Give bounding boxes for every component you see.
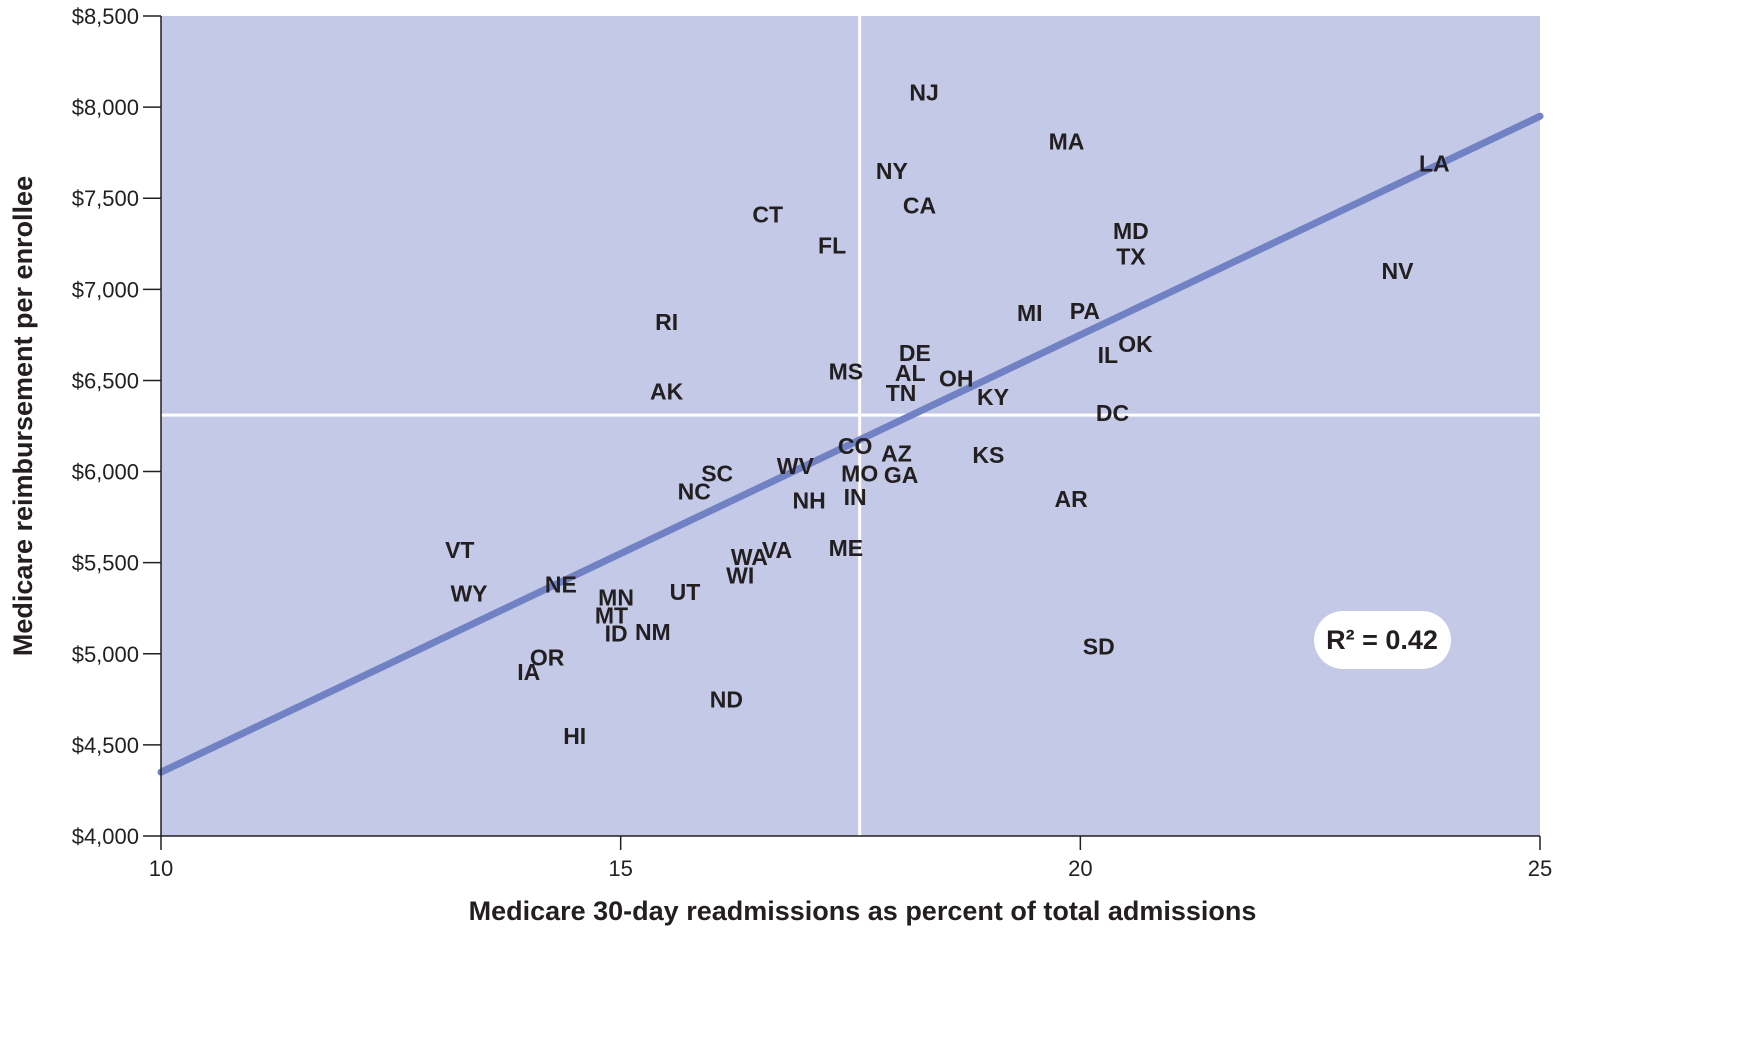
- y-tick-label: $5,000: [72, 642, 139, 667]
- point-label-ct: CT: [752, 202, 783, 228]
- x-tick-label: 15: [608, 856, 632, 881]
- y-tick-label: $7,000: [72, 277, 139, 302]
- point-label-in: IN: [844, 484, 867, 510]
- r-squared-annotation: R² = 0.42: [1314, 611, 1451, 669]
- point-label-wi: WI: [726, 562, 754, 588]
- point-label-nm: NM: [635, 619, 671, 645]
- r-squared-badge: [1314, 611, 1451, 669]
- point-label-de: DE: [899, 340, 931, 366]
- axes: $4,000 $4,500 $5,000 $5,500 $6,000 $6,500 $7,0…: [72, 4, 1553, 881]
- r-squared-label: R² = 0.42: [1326, 625, 1438, 655]
- point-label-dc: DC: [1096, 400, 1129, 426]
- point-label-ri: RI: [655, 309, 678, 335]
- point-label-or: OR: [530, 644, 565, 670]
- point-label-mi: MI: [1017, 300, 1043, 326]
- point-label-mo: MO: [841, 460, 878, 486]
- x-tick-label: 25: [1528, 856, 1552, 881]
- plot-area: [161, 16, 1540, 836]
- point-label-nj: NJ: [909, 80, 938, 106]
- y-tick-label: $5,500: [72, 551, 139, 576]
- point-label-fl: FL: [818, 233, 846, 259]
- point-label-sc: SC: [701, 460, 733, 486]
- x-axis-title: Medicare 30-day readmissions as percent …: [469, 896, 1257, 926]
- y-tick-label: $4,500: [72, 733, 139, 758]
- point-label-nv: NV: [1382, 258, 1415, 284]
- x-tick-label: 10: [149, 856, 173, 881]
- y-tick-label: $6,500: [72, 368, 139, 393]
- point-label-va: VA: [762, 537, 792, 563]
- point-label-ky: KY: [977, 384, 1009, 410]
- trend-line: [157, 112, 1544, 776]
- point-label-me: ME: [829, 535, 864, 561]
- y-tick-label: $6,000: [72, 460, 139, 485]
- point-label-ga: GA: [884, 462, 919, 488]
- point-label-ak: AK: [650, 378, 684, 404]
- point-label-vt: VT: [445, 537, 474, 563]
- point-label-wv: WV: [777, 453, 815, 479]
- point-label-md: MD: [1113, 218, 1149, 244]
- point-label-ks: KS: [972, 442, 1004, 468]
- point-label-ar: AR: [1055, 486, 1089, 512]
- point-label-tx: TX: [1116, 244, 1146, 270]
- point-label-nh: NH: [793, 488, 826, 514]
- point-label-ca: CA: [903, 193, 936, 219]
- point-label-id: ID: [605, 621, 628, 647]
- x-tick-label: 20: [1068, 856, 1092, 881]
- point-label-ms: MS: [829, 358, 864, 384]
- y-tick-label: $7,500: [72, 186, 139, 211]
- point-label-ny: NY: [876, 158, 908, 184]
- data-points: NJ MA LA NY CA CT MD FL TX NV MI PA RI OK DE IL MS AL OH AK…: [445, 80, 1450, 749]
- point-label-la: LA: [1419, 151, 1450, 177]
- point-label-pa: PA: [1070, 298, 1100, 324]
- reference-lines: [161, 16, 1540, 836]
- y-tick-label: $8,000: [72, 95, 139, 120]
- point-label-ne: NE: [545, 572, 577, 598]
- point-label-nd: ND: [710, 686, 743, 712]
- point-label-ma: MA: [1049, 129, 1085, 155]
- point-label-mn: MN: [598, 584, 634, 610]
- y-tick-label: $8,500: [72, 4, 139, 29]
- point-label-al: AL: [895, 360, 926, 386]
- point-label-nc: NC: [678, 479, 711, 505]
- point-label-wy: WY: [450, 581, 487, 607]
- y-tick-label: $4,000: [72, 824, 139, 849]
- point-label-az: AZ: [881, 440, 912, 466]
- point-label-il: IL: [1098, 342, 1118, 368]
- point-label-wa: WA: [731, 544, 768, 570]
- y-axis-title: Medicare reimbursement per enrollee: [8, 176, 38, 656]
- point-label-ut: UT: [670, 579, 701, 605]
- point-label-ia: IA: [517, 659, 540, 685]
- point-label-hi: HI: [563, 723, 586, 749]
- point-label-mt: MT: [595, 603, 628, 629]
- point-label-ok: OK: [1118, 331, 1153, 357]
- point-label-oh: OH: [939, 366, 974, 392]
- point-label-co: CO: [838, 433, 873, 459]
- point-label-sd: SD: [1083, 633, 1115, 659]
- point-label-tn: TN: [886, 380, 917, 406]
